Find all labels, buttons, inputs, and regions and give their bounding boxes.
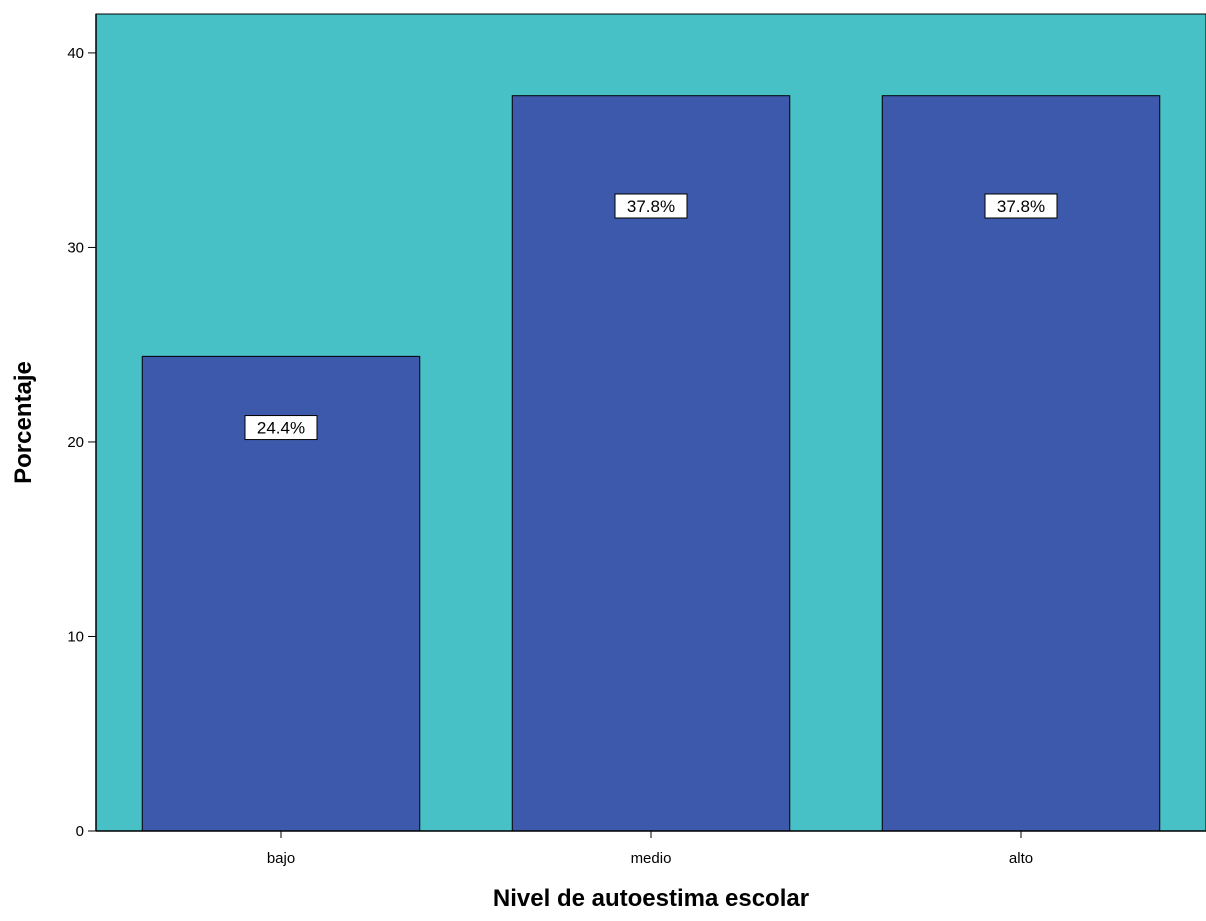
x-axis-ticks: bajo medio alto [267, 831, 1033, 867]
data-label-box [244, 415, 318, 441]
x-tick-label-alto: alto [1009, 850, 1033, 867]
data-labels: 24.4% 37.8% 37.8% [244, 193, 1058, 441]
data-label-medio: 37.8% [614, 193, 688, 219]
data-label-alto: 37.8% [984, 193, 1058, 219]
y-tick-label: 40 [67, 45, 84, 62]
x-axis-title: Nivel de autoestima escolar [493, 885, 809, 912]
data-label-value: 37.8% [627, 197, 675, 216]
x-tick-label-bajo: bajo [267, 850, 295, 867]
y-tick-label: 20 [67, 434, 84, 451]
y-tick-label: 0 [76, 823, 84, 840]
y-tick-label: 30 [67, 239, 84, 256]
data-label-box [614, 193, 688, 219]
y-tick-label: 10 [67, 628, 84, 645]
y-axis-ticks: 0 10 20 30 40 [67, 45, 96, 840]
data-label-value: 24.4% [257, 419, 305, 438]
data-label-value: 37.8% [997, 197, 1045, 216]
data-label-box [984, 193, 1058, 219]
data-label-bajo: 24.4% [244, 415, 318, 441]
y-axis-title: Porcentaje [10, 361, 37, 484]
x-tick-label-medio: medio [631, 850, 672, 867]
